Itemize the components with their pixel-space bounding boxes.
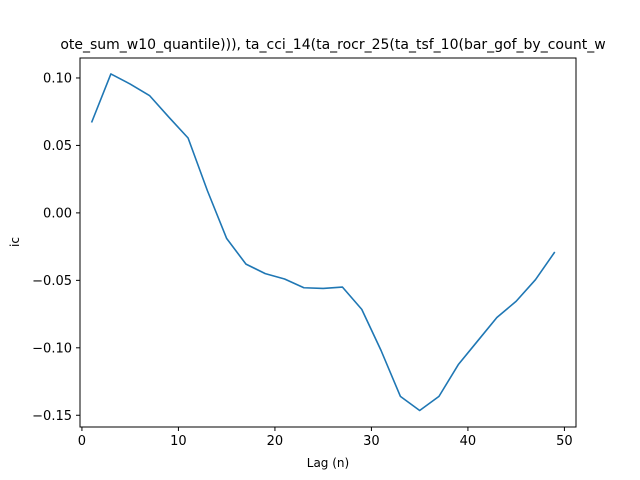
- y-axis: −0.15 −0.10 −0.05 0.00 0.05 0.10: [32, 71, 80, 424]
- x-tick-label: 10: [170, 434, 187, 449]
- x-tick-label: 30: [363, 434, 380, 449]
- x-tick-label: 0: [78, 434, 86, 449]
- y-tick-label: 0.00: [43, 206, 72, 221]
- y-tick-label: −0.15: [32, 409, 72, 424]
- y-tick-label: −0.05: [32, 274, 72, 289]
- x-axis-label: Lag (n): [307, 456, 349, 470]
- y-tick-label: 0.05: [43, 139, 72, 154]
- x-tick-label: 20: [267, 434, 284, 449]
- plot-area: [79, 57, 577, 428]
- x-tick-label: 40: [460, 434, 477, 449]
- y-tick-label: −0.10: [32, 341, 72, 356]
- series-line: [90, 73, 556, 412]
- y-axis-label: ic: [8, 237, 22, 247]
- y-tick-label: 0.10: [43, 71, 72, 86]
- chart-title: ote_sum_w10_quantile))), ta_cci_14(ta_ro…: [60, 37, 605, 53]
- x-axis: 0 10 20 30 40 50: [78, 427, 573, 449]
- x-tick-label: 50: [556, 434, 573, 449]
